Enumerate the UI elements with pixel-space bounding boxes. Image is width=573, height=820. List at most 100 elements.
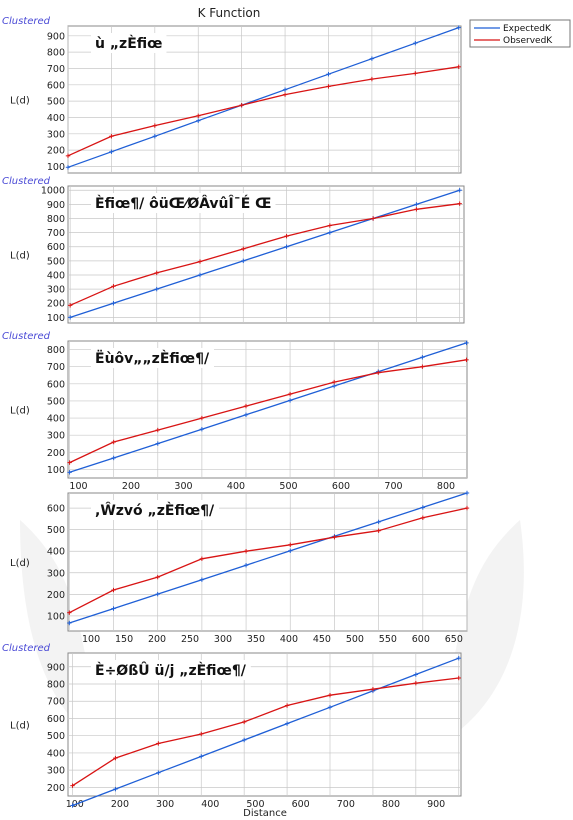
expected-k-point xyxy=(67,315,73,320)
observed-k-point xyxy=(109,134,114,139)
expected-k-point xyxy=(113,786,118,792)
x-tick-label: 400 xyxy=(201,799,219,810)
panel-title-background xyxy=(91,193,276,213)
observed-k-point xyxy=(464,505,470,511)
expected-k-point xyxy=(413,40,418,46)
x-tick-label: 800 xyxy=(382,799,400,810)
observed-k-point xyxy=(420,364,425,369)
y-tick-label: 500 xyxy=(47,731,65,742)
y-tick-label: 200 xyxy=(47,590,65,601)
y-tick-label: 700 xyxy=(47,697,65,708)
expected-k-point xyxy=(111,606,116,611)
expected-k-point xyxy=(331,383,337,389)
x-tick-label: 300 xyxy=(214,634,232,645)
y-tick-label: 400 xyxy=(47,414,65,425)
y-tick-label: 500 xyxy=(47,256,65,267)
x-tick-label: 500 xyxy=(346,634,364,645)
observed-k-line xyxy=(67,66,459,157)
x-tick-label: 700 xyxy=(384,481,402,492)
x-tick-label: 600 xyxy=(332,481,350,492)
observed-k-point xyxy=(282,92,288,97)
expected-k-point xyxy=(413,672,419,677)
y-tick-label: 1000 xyxy=(41,186,65,197)
x-tick-label: 400 xyxy=(280,634,298,645)
y-tick-label: 900 xyxy=(47,31,65,42)
expected-k-point xyxy=(109,149,114,154)
observed-k-point xyxy=(414,207,419,212)
chart-panel-2: 100 200 300 400 500 600 700 800 900 1000 L(d) Clust… xyxy=(2,176,465,324)
expected-k-point xyxy=(414,202,419,207)
observed-k-point xyxy=(464,357,469,363)
observed-k-point xyxy=(284,233,289,239)
expected-k-point xyxy=(464,340,469,346)
expected-k-point xyxy=(369,56,375,61)
y-tick-label: 100 xyxy=(47,162,65,173)
y-tick-label: 100 xyxy=(47,611,65,622)
x-tick-label: 600 xyxy=(292,799,310,810)
observed-k-point xyxy=(413,680,419,686)
expected-k-line xyxy=(69,342,467,473)
observed-k-point xyxy=(413,71,418,76)
expected-k-point xyxy=(155,441,160,446)
y-tick-label: 200 xyxy=(47,146,65,157)
y-tick-label: 100 xyxy=(47,313,65,324)
panel-title: ,Ŵzvó „zÈfiœ¶/ xyxy=(95,501,215,519)
legend-label-expected: ExpectedK xyxy=(503,24,552,34)
expected-k-point xyxy=(457,188,462,193)
clustered-label: Clustered xyxy=(2,643,51,654)
observed-k-point xyxy=(327,693,333,698)
observed-k-point xyxy=(287,391,293,397)
y-tick-label: 500 xyxy=(47,396,65,407)
observed-k-point xyxy=(111,587,116,593)
observed-k-point xyxy=(420,515,426,520)
x-axis-label: Distance xyxy=(243,808,287,819)
y-tick-label: 800 xyxy=(47,48,65,59)
expected-k-line xyxy=(69,189,460,319)
x-tick-label: 300 xyxy=(174,481,192,492)
observed-k-line xyxy=(69,507,468,614)
observed-k-point xyxy=(369,76,375,82)
y-tick-label: 700 xyxy=(47,362,65,373)
observed-k-point xyxy=(243,403,249,409)
expected-k-line xyxy=(67,26,459,168)
observed-k-point xyxy=(199,731,204,737)
observed-k-point xyxy=(196,113,201,119)
observed-k-point xyxy=(331,379,337,385)
y-axis-label: L(d) xyxy=(10,558,30,569)
expected-k-point xyxy=(67,620,72,626)
y-tick-label: 900 xyxy=(47,200,65,211)
y-tick-label: 800 xyxy=(47,345,65,356)
observed-k-point xyxy=(156,741,161,746)
observed-k-point xyxy=(155,427,160,433)
y-axis-label: L(d) xyxy=(10,96,30,107)
observed-k-point xyxy=(457,201,462,206)
x-tick-label: 100 xyxy=(82,634,100,645)
observed-k-point xyxy=(197,259,203,264)
x-tick-label: 650 xyxy=(445,634,463,645)
expected-k-point xyxy=(243,563,249,568)
panel-title-background xyxy=(91,348,214,368)
expected-k-point xyxy=(67,470,72,475)
expected-k-point xyxy=(420,505,426,510)
observed-k-point xyxy=(154,270,159,276)
x-tick-label: 500 xyxy=(279,481,297,492)
x-tick-label: 200 xyxy=(148,634,166,645)
panel-title: Èfiœ¶/ ôüŒ⁄ØÂvûÎ¯É Œ xyxy=(95,195,271,212)
y-axis-label: L(d) xyxy=(10,721,30,732)
observed-k-point xyxy=(370,216,376,221)
y-tick-label: 600 xyxy=(47,504,65,515)
expected-k-point xyxy=(456,655,461,661)
panel-title: Ëùôv„„zÈfiœ¶/ xyxy=(95,350,210,367)
y-tick-label: 200 xyxy=(47,783,65,794)
y-tick-label: 300 xyxy=(47,431,65,442)
expected-k-point xyxy=(196,118,201,123)
observed-k-point xyxy=(111,439,116,445)
legend-box xyxy=(469,19,571,48)
expected-k-point xyxy=(241,258,246,264)
panel-title-background xyxy=(91,660,251,680)
y-tick-label: 300 xyxy=(47,766,65,777)
chart-panel-3: 100 200 300 400 500 600 700 800 100 200 300 400 500 6… xyxy=(2,331,469,492)
clustered-label: Clustered xyxy=(2,16,51,27)
x-tick-label: 200 xyxy=(111,799,129,810)
